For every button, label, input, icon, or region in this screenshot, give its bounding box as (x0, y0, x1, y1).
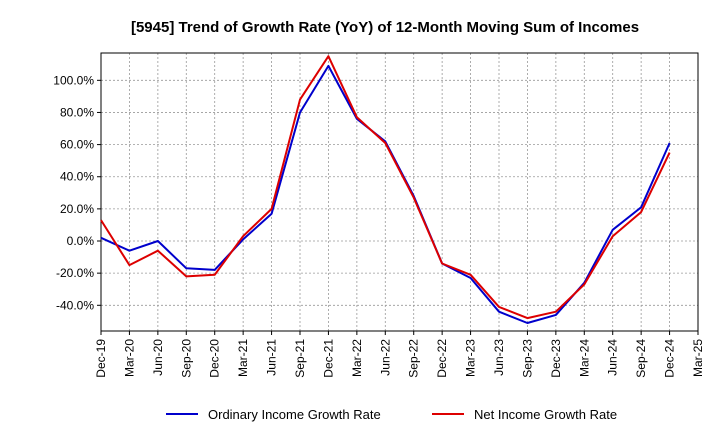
x-tick-label: Sep-23 (520, 339, 534, 378)
axes: -40.0% -20.0% 0.0% 20.0% 40.0% 60.0% 80.0% 100.… (53, 52, 705, 378)
x-tick-label: Dec-24 (663, 339, 677, 378)
x-tick-label: Mar-23 (464, 339, 478, 377)
x-tick-label: Sep-24 (634, 339, 648, 378)
y-tick-label: 60.0% (60, 138, 94, 152)
series-lines (100, 55, 671, 324)
x-tick-label: Mar-24 (577, 339, 591, 377)
x-tick-label: Mar-25 (691, 339, 705, 377)
x-tick-label: Jun-24 (606, 339, 620, 376)
x-tick-label: Dec-19 (94, 339, 108, 378)
x-tick-label: Mar-21 (236, 339, 250, 377)
x-tick-label: Mar-20 (122, 339, 136, 377)
x-tick-label: Jun-23 (492, 339, 506, 376)
legend: Ordinary Income Growth Rate Net Income Gr… (166, 407, 617, 422)
x-tick-label: Sep-20 (179, 339, 193, 378)
y-tick-label: 20.0% (60, 202, 94, 216)
legend-label: Ordinary Income Growth Rate (208, 407, 381, 422)
x-tick-label: Jun-21 (265, 339, 279, 376)
chart-title: [5945] Trend of Growth Rate (YoY) of 12-… (131, 19, 639, 36)
y-tick-label: -40.0% (56, 298, 94, 312)
series-line-net-income (100, 55, 671, 320)
y-tick-label: -20.0% (56, 266, 94, 280)
plot-frame (100, 52, 699, 332)
grid (100, 53, 699, 331)
x-tick-label: Sep-22 (407, 339, 421, 378)
x-tick-label: Dec-22 (435, 339, 449, 378)
y-tick-label: 40.0% (60, 170, 94, 184)
x-tick-label: Dec-21 (321, 339, 335, 378)
x-tick-label: Dec-23 (549, 339, 563, 378)
x-tick-label: Mar-22 (350, 339, 364, 377)
legend-label: Net Income Growth Rate (474, 407, 617, 422)
y-tick-label: 80.0% (60, 105, 94, 119)
x-tick-label: Jun-20 (151, 339, 165, 376)
x-tick-label: Sep-21 (293, 339, 307, 378)
x-tick-label: Dec-20 (208, 339, 222, 378)
x-tick-label: Jun-22 (378, 339, 392, 376)
y-tick-label: 0.0% (67, 234, 95, 248)
y-tick-label: 100.0% (53, 73, 94, 87)
